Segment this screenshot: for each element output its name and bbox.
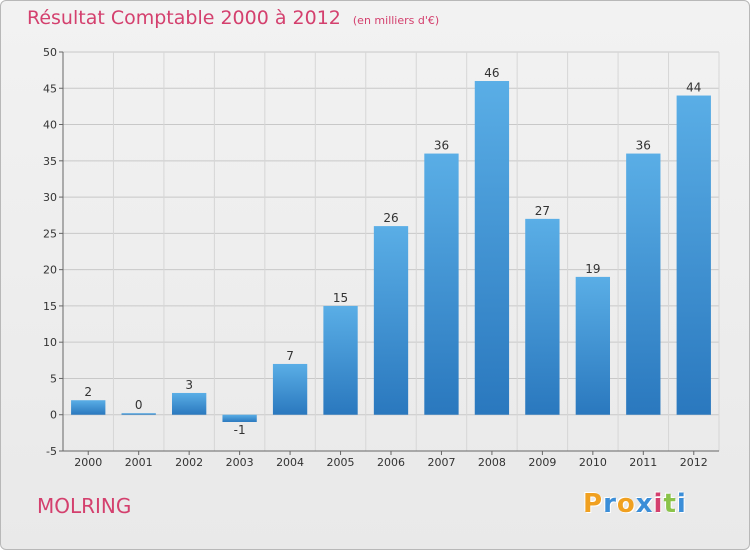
y-tick-label: 0 [50, 409, 57, 422]
value-label: 7 [286, 349, 294, 363]
bar [323, 305, 358, 415]
x-tick-label: 2004 [276, 456, 304, 469]
proxiti-logo: Proxiti [583, 489, 687, 519]
x-tick-label: 2002 [175, 456, 203, 469]
value-label: 36 [434, 139, 449, 153]
y-tick-label: 30 [43, 191, 57, 204]
value-label: 15 [333, 291, 348, 305]
x-tick-label: 2000 [74, 456, 102, 469]
title-row: Résultat Comptable 2000 à 2012 (en milli… [27, 7, 439, 29]
bar [121, 413, 156, 415]
y-tick-label: 45 [43, 82, 57, 95]
bar [222, 414, 257, 422]
logo-letter: o [616, 489, 636, 519]
value-label: 19 [585, 262, 600, 276]
y-tick-label: -5 [46, 445, 57, 458]
bars [71, 81, 711, 422]
logo-letter: P [583, 489, 604, 519]
x-tick-label: 2001 [125, 456, 153, 469]
value-label: 26 [383, 211, 398, 225]
bar [71, 400, 106, 415]
y-tick-label: 40 [43, 119, 57, 132]
x-tick-label: 2006 [377, 456, 405, 469]
logo-letter: x [635, 489, 654, 519]
x-tick-label: 2005 [327, 456, 355, 469]
x-tick-label: 2003 [226, 456, 254, 469]
bar [373, 226, 409, 415]
bar [575, 276, 611, 415]
bar [676, 95, 711, 415]
y-tick-label: 50 [43, 46, 57, 59]
y-tick-label: 20 [43, 264, 57, 277]
chart-subtitle: (en milliers d'€) [352, 14, 440, 27]
logo-letter: r [603, 489, 617, 519]
value-label: 46 [484, 66, 499, 80]
bar [626, 153, 661, 415]
logo-letter: i [653, 489, 664, 519]
commune-name: MOLRING [37, 494, 132, 518]
logo-letter: t [663, 489, 677, 519]
value-labels: 2 0 3 -1 7 15 26 36 46 27 19 36 44 [84, 66, 701, 437]
value-label: 2 [84, 385, 92, 399]
y-tick-label: 25 [43, 227, 57, 240]
x-tick-label: 2007 [427, 456, 455, 469]
chart-title: Résultat Comptable 2000 à 2012 [27, 7, 341, 29]
y-tick-label: 15 [43, 300, 57, 313]
bar [474, 81, 510, 415]
y-tick-label: 35 [43, 155, 57, 168]
value-label: 0 [135, 398, 143, 412]
x-tick-label: 2008 [478, 456, 506, 469]
bar [525, 218, 560, 415]
value-label: -1 [234, 423, 246, 437]
bar [171, 392, 207, 415]
value-label: 3 [185, 378, 193, 392]
x-tick-label: 2012 [680, 456, 708, 469]
value-label: 36 [636, 139, 651, 153]
logo-letter: i [676, 489, 687, 519]
y-tick-label: 5 [50, 372, 57, 385]
bar [272, 363, 308, 415]
x-tick-label: 2011 [629, 456, 657, 469]
bar [424, 153, 459, 415]
x-tick-label: 2009 [528, 456, 556, 469]
value-label: 44 [686, 81, 701, 95]
value-label: 27 [535, 204, 550, 218]
x-tick-label: 2010 [579, 456, 607, 469]
y-tick-label: 10 [43, 336, 57, 349]
